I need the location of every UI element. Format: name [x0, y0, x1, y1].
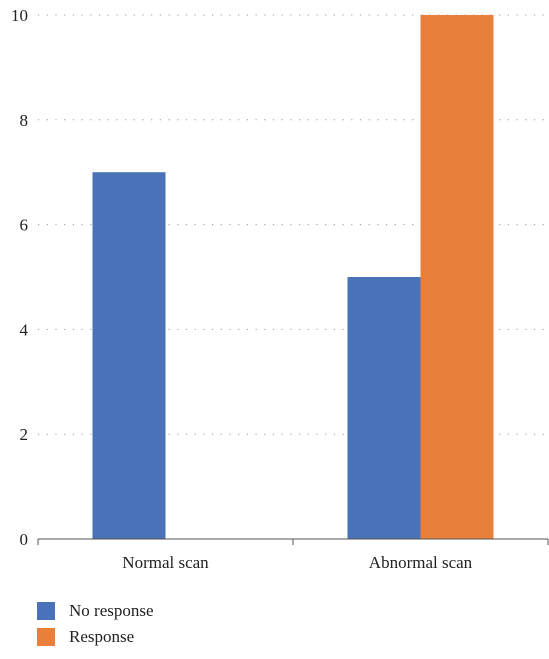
bar-no-response-normal-scan [92, 172, 166, 539]
tick-labels: 0 2 4 6 8 10 Normal scan Abnormal scan [11, 6, 473, 572]
y-tick-label: 2 [20, 425, 29, 444]
legend: No response Response [37, 598, 154, 650]
y-tick-label: 10 [11, 6, 28, 25]
y-tick-label: 8 [20, 111, 29, 130]
legend-item-response: Response [37, 624, 154, 650]
bar-no-response-abnormal-scan [347, 277, 421, 539]
legend-label-no-response: No response [69, 601, 154, 620]
legend-label-response: Response [69, 627, 135, 646]
bar-response-abnormal-scan [420, 15, 494, 539]
y-tick-label: 6 [20, 216, 29, 235]
x-tick-label: Normal scan [122, 553, 209, 572]
x-tick-label: Abnormal scan [369, 553, 473, 572]
axes [37, 538, 549, 545]
legend-swatch-response [37, 628, 55, 646]
bars [92, 15, 494, 539]
y-tick-label: 0 [20, 530, 29, 549]
legend-swatch-no-response [37, 602, 55, 620]
y-tick-label: 4 [20, 320, 29, 339]
legend-item-no-response: No response [37, 598, 154, 624]
